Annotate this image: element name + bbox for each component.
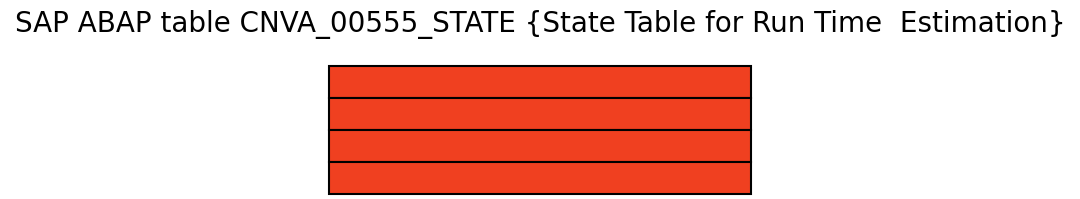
Text: ESTIMATIONID: ESTIMATIONID — [337, 137, 456, 155]
Text: [CHAR (4)]: [CHAR (4)] — [456, 137, 550, 155]
Text: CNVA_00555_STATE: CNVA_00555_STATE — [442, 73, 638, 91]
Text: [CHAR (40)]: [CHAR (40)] — [434, 169, 538, 187]
Text: [CLNT (3)]: [CLNT (3)] — [399, 105, 489, 123]
Text: PROGNAME: PROGNAME — [337, 169, 434, 187]
Text: SAP ABAP table CNVA_00555_STATE {State Table for Run Time  Estimation}: SAP ABAP table CNVA_00555_STATE {State T… — [15, 10, 1065, 39]
Text: MANDT: MANDT — [337, 105, 399, 123]
